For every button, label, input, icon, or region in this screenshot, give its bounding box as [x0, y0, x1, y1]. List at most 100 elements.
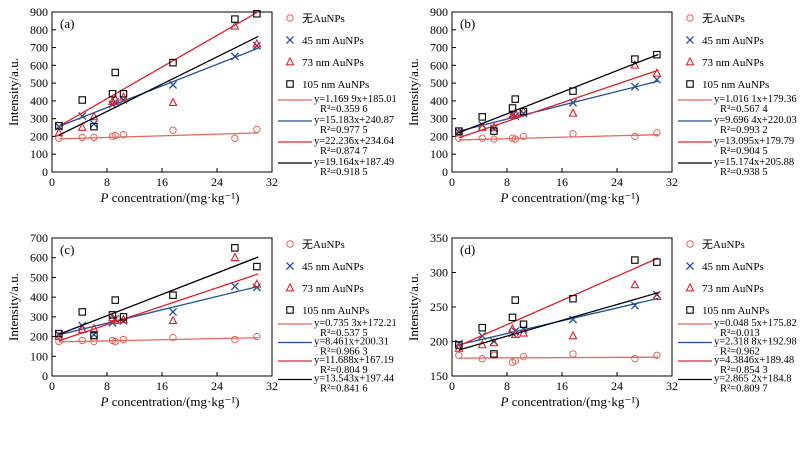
data-point [653, 129, 661, 137]
plot-frame [451, 237, 673, 377]
data-point [169, 333, 177, 342]
y-tick-label: 800 [430, 23, 448, 37]
data-point [519, 132, 528, 141]
fit-equation: y=8.461x+200.31 [314, 337, 389, 348]
data-point [652, 68, 662, 77]
y-axis-label: Intensity/a.u. [6, 273, 21, 341]
fit-equation: y=13.543x+197.44 [314, 374, 395, 385]
legend-label: 45 nm AuNPs [702, 35, 764, 47]
fit-r2: R²=0.013 [720, 328, 760, 339]
data-point [519, 320, 528, 328]
data-point [90, 122, 98, 131]
x-tick-label: 32 [266, 175, 278, 189]
data-point [511, 357, 519, 365]
legend-label: 45 nm AuNPs [702, 261, 764, 273]
data-point [54, 331, 64, 340]
legend-marker [286, 306, 294, 314]
data-point [508, 104, 517, 112]
data-point [569, 130, 577, 138]
y-axis-label: Intensity/a.u. [406, 273, 421, 341]
series-none [55, 332, 261, 346]
data-point [490, 135, 498, 143]
chart-panel: 0 8 16 24 32 150 200 250 300 350 (d) P concentratio… [406, 231, 797, 409]
x-tick-label: 24 [211, 379, 223, 393]
panel-label: (b) [460, 16, 475, 31]
legend-label: 无AuNPs [702, 239, 745, 251]
y-tick-label: 800 [30, 23, 48, 37]
fit-r2: R²=0.904 5 [720, 146, 768, 157]
data-point [653, 351, 661, 359]
legend-marker [686, 306, 694, 314]
legend-label: 105 nm AuNPs [702, 305, 769, 317]
data-point [55, 337, 63, 346]
data-point [253, 125, 261, 134]
data-point [77, 122, 87, 131]
y-tick-label: 200 [30, 330, 48, 344]
legend-marker [685, 56, 695, 66]
data-point [55, 329, 63, 338]
legend-marker [285, 56, 295, 66]
y-tick-label: 0 [42, 369, 48, 383]
chart-panel: 0 8 16 24 320100200300400500600700800900(b)P… [406, 5, 797, 205]
y-tick-label: 350 [430, 231, 448, 245]
data-point [230, 20, 240, 30]
data-point [519, 107, 528, 116]
legend-label: 无AuNPs [302, 239, 345, 251]
data-point [111, 131, 119, 140]
x-axis-label-unit: concentration/(mg·kg⁻¹) [508, 190, 639, 205]
y-tick-label: 250 [430, 300, 448, 314]
data-point [568, 330, 578, 340]
data-point [169, 126, 177, 134]
legend-marker [685, 261, 695, 271]
legend-label: 73 nm AuNPs [302, 283, 364, 295]
fit-equation: y=15.174x+205.88 [714, 157, 794, 168]
y-tick-label: 500 [430, 76, 448, 90]
fit-line [458, 356, 659, 359]
y-tick-label: 0 [442, 165, 448, 179]
fit-r2: R²=0.993 2 [720, 125, 768, 136]
y-tick-label: 100 [430, 147, 448, 161]
data-point [631, 132, 639, 141]
data-point [110, 93, 120, 103]
legend-label: 105 nm AuNPs [302, 305, 369, 317]
x-axis-label-unit: concentration/(mg·kg⁻¹) [108, 190, 239, 205]
legend-label: 45 nm AuNPs [302, 261, 364, 273]
legend-label: 105 nm AuNPs [702, 79, 769, 91]
data-point [510, 108, 520, 117]
data-point [77, 324, 87, 334]
data-point [54, 127, 64, 137]
legend-marker [286, 240, 294, 248]
x-tick-label: 32 [266, 379, 278, 393]
chart-panel: 0 8 16 24 320100200300400500600700800900(a)P… [6, 5, 397, 205]
fit-line [458, 134, 659, 141]
data-point [111, 337, 119, 346]
fit-r2: R²=0.841 6 [320, 384, 368, 395]
fit-equation: y=15.183x+240.87 [314, 115, 394, 126]
data-point [231, 244, 239, 252]
data-point [508, 313, 517, 322]
x-tick-label: 32 [666, 175, 678, 189]
data-point [455, 127, 463, 135]
fit-r2: R²=0.854 3 [720, 365, 768, 376]
fit-line [458, 80, 659, 132]
fit-equation: y=11.688x+167.19 [314, 355, 394, 366]
data-point [478, 134, 486, 142]
data-point [569, 87, 577, 95]
data-point [89, 111, 99, 121]
y-tick-label: 600 [30, 58, 48, 72]
legend: 无AuNPs 45 nm AuNPs 73 nm AuNPs 105 nm AuNPs [285, 13, 369, 91]
x-axis-label-var: P [100, 394, 109, 409]
fit-r2: R²=0.966 3 [320, 347, 368, 358]
x-axis-label-unit: concentration/(mg·kg⁻¹) [508, 394, 639, 409]
x-tick-label: 8 [104, 379, 110, 393]
y-tick-label: 100 [30, 349, 48, 363]
data-point [168, 307, 178, 316]
y-tick-label: 400 [30, 290, 48, 304]
data-point [490, 350, 498, 358]
data-point [230, 52, 239, 61]
x-tick-label: 0 [49, 175, 55, 189]
data-point [568, 108, 578, 117]
plot-frame [51, 11, 273, 173]
legend-marker [685, 282, 695, 292]
